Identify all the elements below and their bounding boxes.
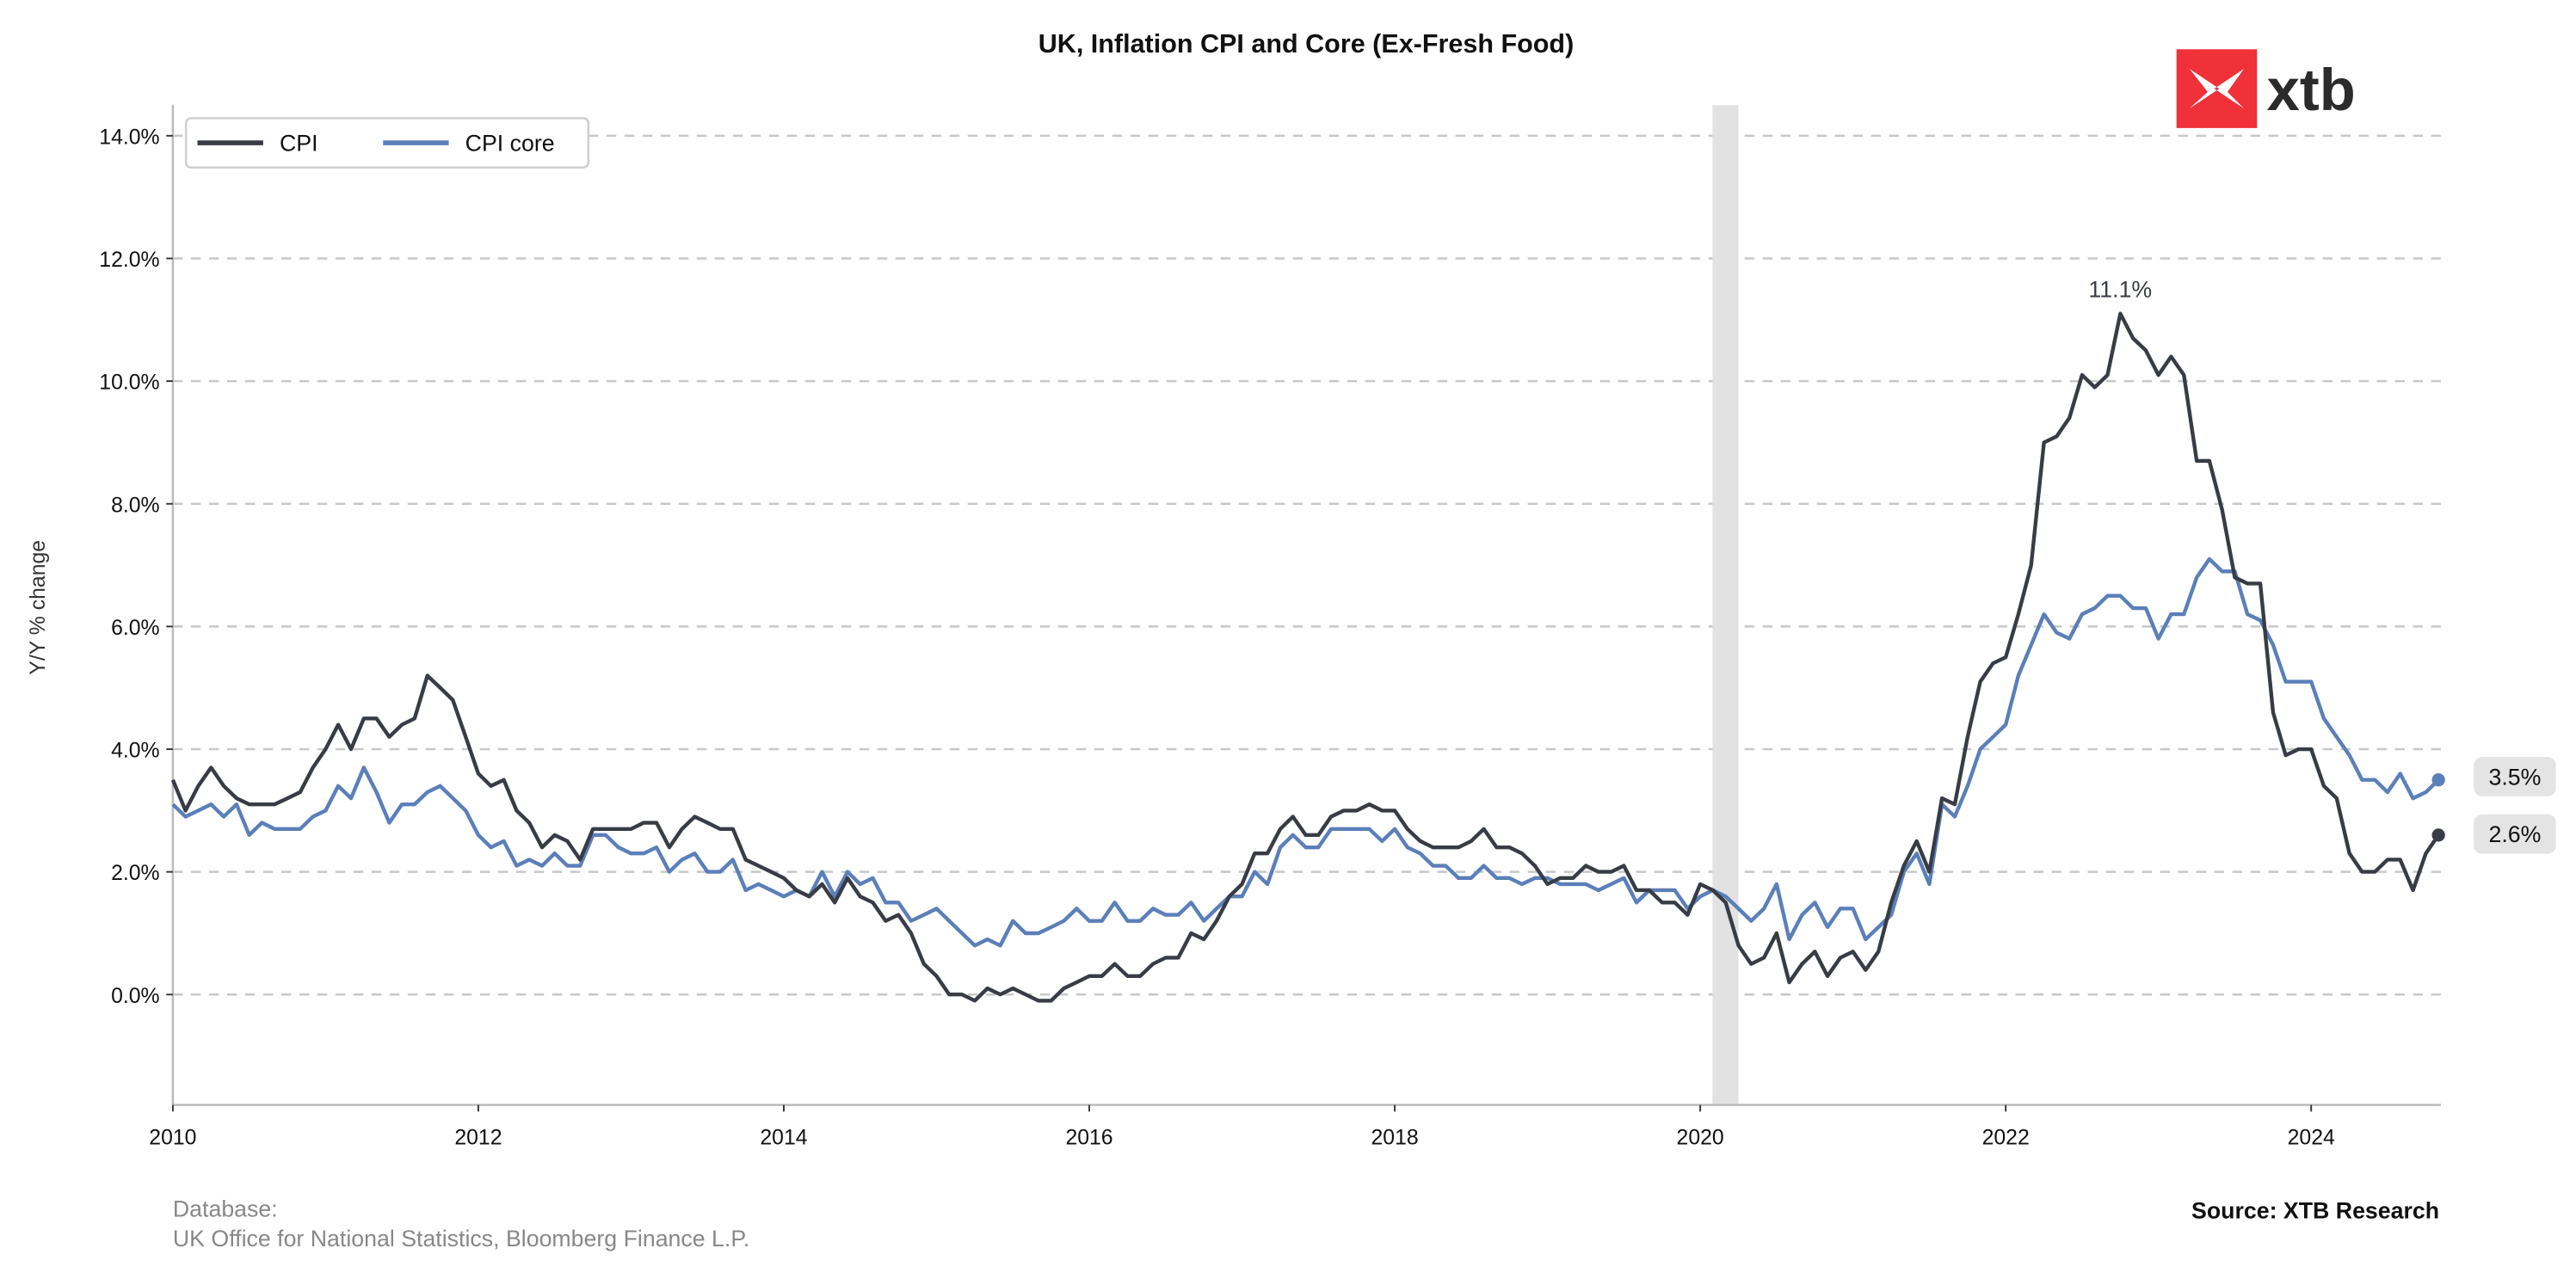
y-tick-label: 14.0% [99,126,159,149]
last-point-cpi-core [2431,773,2445,787]
grid [172,134,2442,996]
last-cpi-label: 2.6% [2488,821,2541,847]
logo-text: xtb [2267,57,2356,123]
x-tick-label: 2010 [149,1126,196,1149]
y-tick-label: 2.0% [111,862,160,885]
x-tick-label: 2022 [1982,1126,2030,1149]
x-tick-label: 2024 [2288,1126,2335,1149]
y-axis-ticks: 0.0% 2.0% 4.0% 6.0% 8.0% 10.0% 12.0% 14.0% [99,126,173,1008]
database-label: Database: [173,1196,278,1221]
y-tick-label: 6.0% [111,617,160,640]
logo-mark [2176,49,2258,128]
last-point-cpi [2431,828,2445,842]
y-tick-label: 10.0% [99,372,159,395]
legend: CPI CPI core [184,117,590,169]
series-line-cpi [170,311,2440,1003]
x-tick-label: 2012 [454,1126,502,1149]
logo-x-glyph [2189,69,2244,108]
axes [171,105,2442,1106]
x-axis-ticks: 2010 2012 2014 2016 2018 2020 2022 2024 [149,1104,2335,1149]
y-tick-label: 4.0% [111,740,160,763]
chart-title: UK, Inflation CPI and Core (Ex-Fresh Foo… [1038,29,1575,58]
xtb-logo: xtb [2176,49,2356,128]
last-core-badge [2474,756,2556,796]
x-tick-label: 2018 [1371,1126,1418,1149]
last-core-label: 3.5% [2488,764,2541,790]
x-tick-label: 2014 [760,1126,807,1149]
y-tick-label: 8.0% [111,494,160,517]
series-line-cpi-core [171,556,2440,948]
y-tick-label: 0.0% [111,985,160,1008]
legend-label-core: CPI core [465,131,555,157]
x-tick-label: 2016 [1065,1126,1112,1149]
annotations: 11.1% 3.5% 2.6% [2088,277,2556,854]
last-cpi-badge [2474,814,2556,854]
legend-label-cpi: CPI [280,131,318,157]
series-lines [170,311,2445,1003]
x-tick-label: 2020 [1677,1126,1724,1149]
shaded-period [1712,105,1739,1105]
y-tick-label: 12.0% [99,249,159,272]
y-axis-label: Y/Y % change [27,540,50,675]
database-sources: UK Office for National Statistics, Bloom… [173,1226,749,1251]
peak-label: 11.1% [2088,277,2152,303]
source-credit: Source: XTB Research [2191,1197,2439,1223]
